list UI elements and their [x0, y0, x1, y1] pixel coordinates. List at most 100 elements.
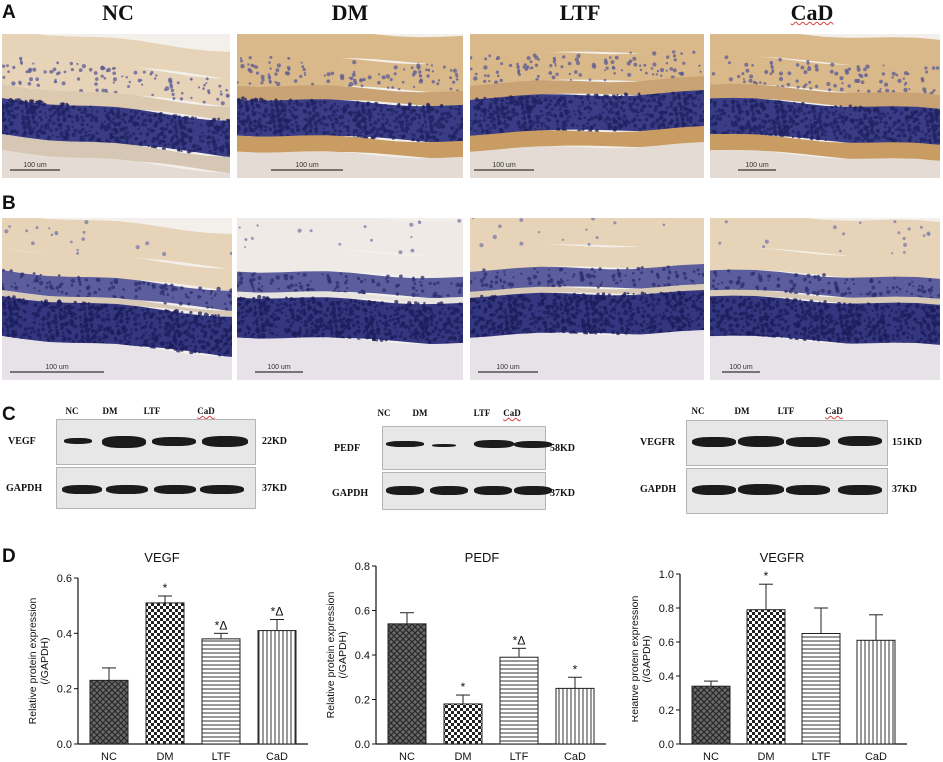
blot-control-label: GAPDH	[332, 488, 369, 499]
y-tick-label: 0.4	[355, 650, 370, 662]
bar	[257, 630, 297, 745]
bar	[746, 609, 786, 745]
blot-control-label: GAPDH	[640, 484, 677, 495]
blot-band	[738, 436, 784, 447]
chart-title: PEDF	[465, 550, 500, 565]
blot-band	[838, 485, 882, 495]
significance-marker: *	[764, 569, 769, 583]
blot-band	[106, 485, 148, 494]
bar	[856, 639, 896, 745]
histology-image-b-cad: 100 um	[710, 218, 940, 380]
significance-marker: *	[163, 581, 168, 595]
y-tick-label: 0.6	[57, 573, 72, 585]
blot-band	[514, 441, 552, 448]
blot-band	[202, 436, 248, 447]
bar	[801, 633, 841, 745]
histology-image-b-ltf: 100 um	[470, 218, 704, 380]
significance-marker: *	[573, 662, 578, 676]
blot-band	[200, 485, 244, 494]
blot-band	[692, 485, 736, 495]
group-header-dm: DM	[331, 0, 369, 25]
y-tick-label: 0.2	[355, 695, 370, 707]
chart-y-axis-label: Relative protein expression(/GAPDH)	[27, 598, 51, 725]
y-tick-label: 0.0	[659, 739, 674, 751]
blot-band	[386, 486, 424, 495]
blot-control-label: GAPDH	[6, 483, 43, 494]
blot-lane-label: CaD	[197, 406, 215, 416]
blot-lane-label: CaD	[503, 408, 521, 418]
blot-band	[838, 436, 882, 446]
x-tick-label: LTF	[812, 751, 831, 762]
panel-letter-d: D	[2, 546, 16, 567]
significance-marker: *Δ	[271, 605, 284, 619]
y-tick-label: 0.4	[659, 671, 674, 683]
y-tick-label: 0.8	[355, 561, 370, 573]
bar	[201, 638, 241, 745]
blot-lane-label: LTF	[143, 406, 161, 416]
blot-control-kd: 37KD	[892, 484, 917, 495]
svg-text:100 um: 100 um	[492, 162, 516, 169]
chart-vegf: VEGF Relative protein expression(/GAPDH) 0…	[27, 550, 308, 762]
blot-band	[692, 437, 736, 447]
blot-lane-label: CaD	[825, 406, 843, 416]
chart-title: VEGFR	[760, 550, 805, 565]
chart-y-axis-label: Relative protein expression(/GAPDH)	[632, 596, 653, 723]
blot-target-label: VEGFR	[640, 437, 675, 448]
blot-target-kd: 22KD	[262, 436, 287, 447]
histology-image-a-nc: 100 um	[2, 34, 230, 178]
panel-letter-c: C	[2, 404, 16, 425]
blot-band	[786, 437, 830, 447]
chart-pedf: PEDF Relative protein expression(/GAPDH) 0…	[325, 550, 606, 762]
bar	[691, 685, 731, 745]
blot-lane-label: NC	[377, 408, 391, 418]
blot-band	[154, 485, 196, 494]
y-tick-label: 0.8	[659, 603, 674, 615]
chart-vegfr: VEGFR Relative protein expression(/GAPDH)…	[632, 550, 907, 762]
blot-target-label: VEGF	[8, 436, 36, 447]
bar	[145, 602, 185, 745]
histology-image-a-cad: 100 um	[710, 34, 940, 178]
bar	[443, 703, 483, 745]
blot-band	[64, 438, 92, 444]
blot-band	[62, 485, 102, 494]
significance-marker: *	[461, 680, 466, 694]
x-tick-label: CaD	[564, 751, 586, 762]
svg-text:100 um: 100 um	[295, 162, 319, 169]
blot-membrane-target	[382, 426, 546, 470]
blot-band	[432, 444, 456, 447]
blot-lane-label: LTF	[473, 408, 491, 418]
blot-control-kd: 37KD	[262, 483, 287, 494]
x-tick-label: CaD	[266, 751, 288, 762]
blot-band	[474, 486, 512, 495]
panel-letter-a: A	[2, 2, 16, 23]
blot-band	[738, 484, 784, 495]
blot-band	[102, 436, 146, 448]
svg-text:100 um: 100 um	[45, 364, 69, 371]
significance-marker: *Δ	[513, 633, 526, 647]
group-header-ltf: LTF	[559, 0, 601, 25]
y-tick-label: 0.6	[355, 606, 370, 618]
group-header-nc: NC	[102, 0, 134, 25]
blot-lane-label: LTF	[777, 406, 795, 416]
y-tick-label: 0.2	[57, 684, 72, 696]
bar	[499, 656, 539, 745]
x-tick-label: CaD	[865, 751, 887, 762]
x-tick-label: LTF	[212, 751, 231, 762]
histology-image-b-dm: 100 um	[237, 218, 463, 380]
y-tick-label: 0.6	[659, 637, 674, 649]
x-tick-label: LTF	[510, 751, 529, 762]
histology-image-a-dm: 100 um	[237, 34, 463, 178]
histology-image-a-ltf: 100 um	[470, 34, 704, 178]
y-tick-label: 0.0	[57, 739, 72, 751]
svg-text:100 um: 100 um	[745, 162, 769, 169]
x-tick-label: DM	[454, 751, 471, 762]
x-tick-label: DM	[156, 751, 173, 762]
y-tick-label: 0.0	[355, 739, 370, 751]
blot-lane-label: NC	[65, 406, 79, 416]
blot-lane-label: DM	[412, 408, 428, 418]
bar	[89, 679, 129, 745]
x-tick-label: DM	[757, 751, 774, 762]
x-tick-label: NC	[703, 751, 719, 762]
svg-text:100 um: 100 um	[23, 162, 47, 169]
x-tick-label: NC	[399, 751, 415, 762]
